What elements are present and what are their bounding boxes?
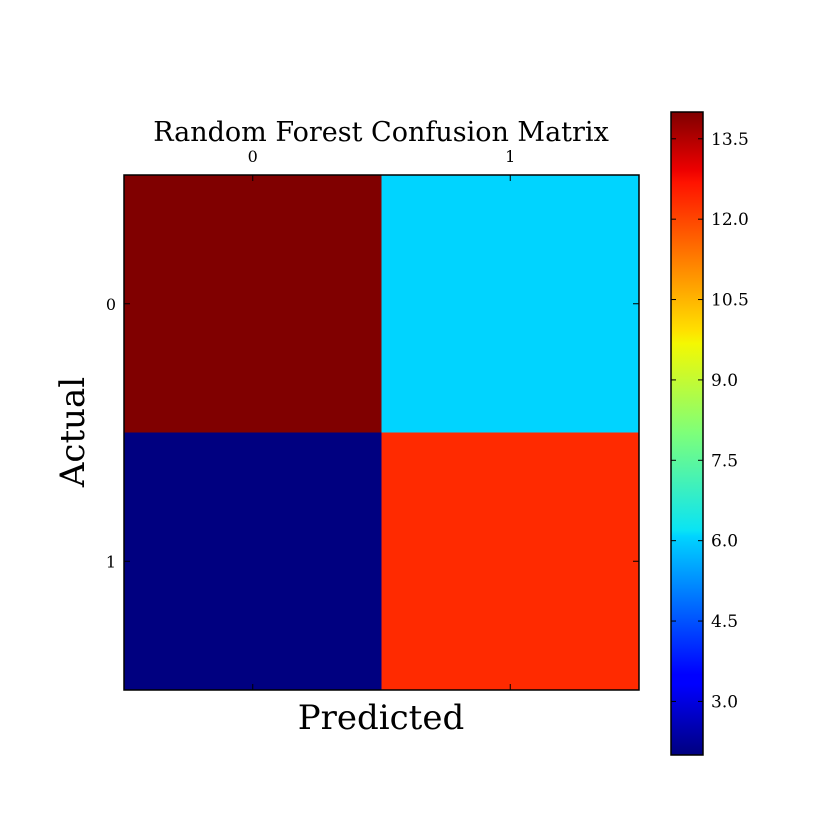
colorbar-tick-label-5: 10.5 — [711, 291, 749, 311]
y-tick-label-0: 0 — [106, 295, 116, 314]
colorbar-tick-label-7: 13.5 — [711, 130, 749, 150]
plot-frame — [123, 174, 640, 691]
colorbar-tick-label-0: 3.0 — [711, 692, 738, 712]
x-tick-label-0: 0 — [248, 147, 258, 166]
axis-ticks: 0 1 0 1 — [106, 147, 639, 690]
colorbar-tick-label-3: 7.5 — [711, 451, 738, 471]
heatmap-cell-1-1 — [381, 432, 640, 691]
colorbar-ticks: 3.0 4.5 6.0 7.5 9.0 10.5 12.0 13.5 — [671, 130, 749, 712]
x-axis-label: Predicted — [298, 698, 464, 738]
colorbar-tick-label-2: 6.0 — [711, 532, 738, 552]
colorbar-tick-label-4: 9.0 — [711, 371, 738, 391]
chart-title: Random Forest Confusion Matrix — [153, 117, 609, 148]
heatmap-cell-0-1 — [381, 175, 640, 433]
x-tick-label-1: 1 — [505, 147, 515, 166]
colorbar — [670, 111, 704, 756]
heatmap-cells — [124, 175, 640, 691]
colorbar-tick-label-1: 4.5 — [711, 612, 738, 632]
y-tick-label-1: 1 — [106, 552, 116, 571]
heatmap-cell-1-0 — [124, 432, 382, 691]
colorbar-tick-label-6: 12.0 — [711, 210, 749, 230]
y-axis-label: Actual — [53, 377, 93, 488]
heatmap-cell-0-0 — [124, 175, 382, 433]
